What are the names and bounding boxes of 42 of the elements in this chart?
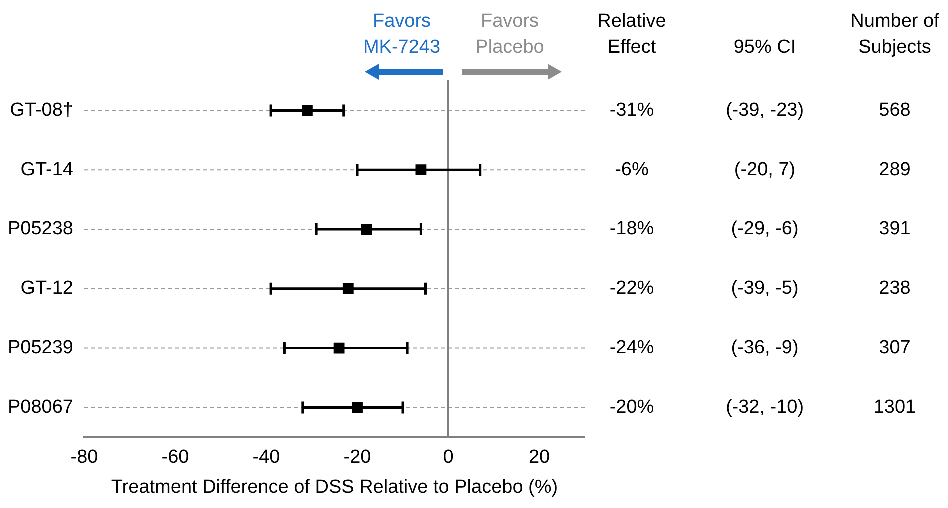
x-tick-label: 20 [528,447,550,468]
x-tick-label: -60 [162,447,190,468]
point [361,224,372,235]
text: 1301 [874,396,916,418]
text: Number of Subjects [850,11,940,58]
x-tick-label: 0 [443,447,454,468]
text: (-39, -5) [731,278,799,300]
x-axis-title: Treatment Difference of DSS Relative to Placebo (%) [111,476,558,498]
y-tick-label: GT-12 [20,278,74,300]
text: 568 [879,100,911,121]
point [334,342,345,354]
point [302,105,313,116]
text: Relative Effect [598,11,666,58]
text: 391 [879,218,911,240]
point [352,402,363,414]
x-tick-label: -20 [344,447,372,468]
data-label: -6% [615,159,649,180]
x-tick-label: -40 [252,447,280,468]
text: (-36, -9) [731,338,799,359]
data-label: -22% [610,278,654,300]
text: 289 [879,159,911,180]
y-tick-label: P08067 [8,396,74,418]
text: (-39, -23) [726,100,804,121]
data-label: -31% [610,100,654,121]
data-label: -24% [610,338,654,359]
text: 307 [879,338,911,359]
y-tick-label: P05238 [8,218,74,240]
data-label: -18% [610,218,654,240]
text: (-29, -6) [731,218,799,240]
y-tick-label: GT-08† [10,100,74,121]
point [342,283,354,294]
text: (-32, -10) [726,396,804,418]
x-tick-label: -80 [70,447,98,468]
text: 95% CI [734,37,796,58]
data-label: -20% [610,396,654,418]
y-tick-label: P05239 [8,338,74,359]
text: (-20, 7) [734,159,796,180]
text: 238 [879,278,911,300]
point [416,164,427,176]
text: Favors Placebo [476,11,544,58]
text: Favors MK-7243 [363,11,441,58]
y-tick-label: GT-14 [20,159,74,180]
